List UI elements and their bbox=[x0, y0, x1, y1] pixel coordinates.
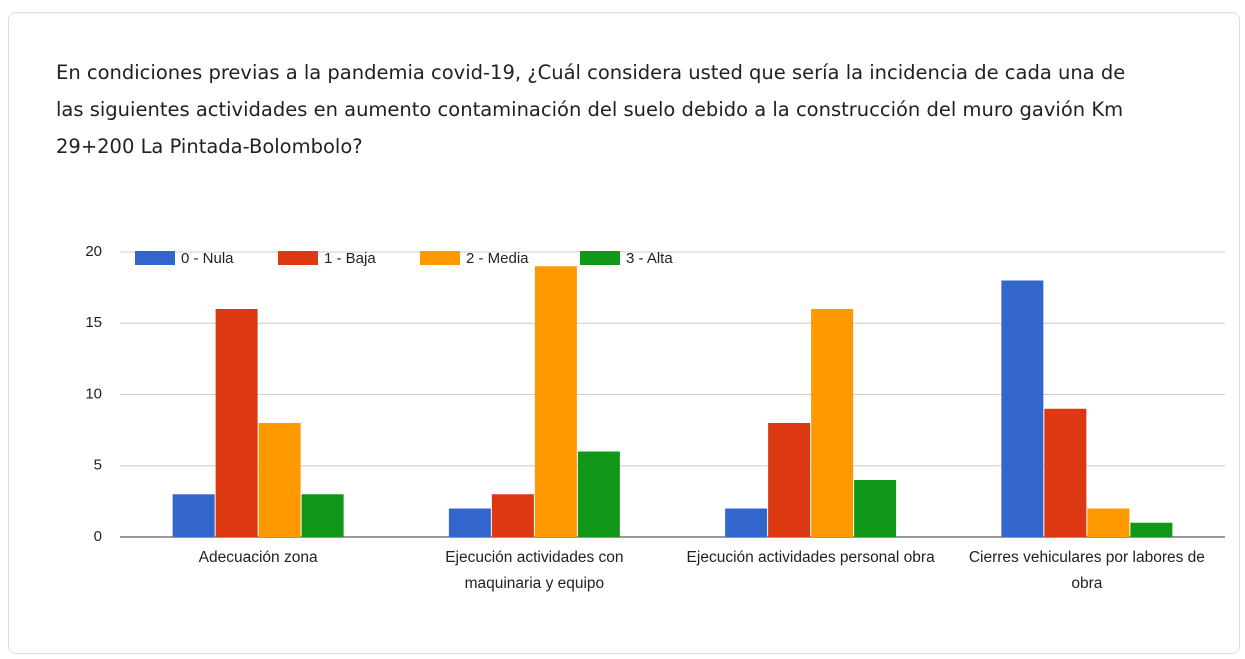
legend-label: 2 - Media bbox=[466, 250, 529, 267]
bar bbox=[768, 423, 811, 537]
card bbox=[8, 12, 1240, 654]
x-tick-label: Cierres vehiculares por labores de obra bbox=[968, 549, 1205, 592]
y-tick-label: 5 bbox=[94, 457, 102, 474]
bar bbox=[215, 309, 258, 537]
bar bbox=[1044, 408, 1087, 537]
legend-label: 1 - Baja bbox=[324, 250, 376, 267]
legend-swatch bbox=[420, 251, 460, 265]
chart-title: En condiciones previas a la pandemia cov… bbox=[56, 61, 1126, 158]
bar bbox=[448, 508, 491, 537]
legend-swatch bbox=[580, 251, 620, 265]
bar bbox=[534, 266, 577, 537]
bar bbox=[1130, 522, 1173, 537]
y-tick-label: 20 bbox=[85, 243, 102, 260]
legend-label: 3 - Alta bbox=[626, 250, 673, 267]
y-tick-label: 10 bbox=[85, 385, 102, 402]
bar bbox=[301, 494, 344, 537]
legend-label: 0 - Nula bbox=[181, 250, 234, 267]
bar bbox=[725, 508, 768, 537]
bar bbox=[854, 480, 897, 537]
y-tick-label: 15 bbox=[85, 314, 102, 331]
x-tick-label: Ejecución actividades con maquinaria y e… bbox=[445, 549, 624, 592]
bar bbox=[172, 494, 215, 537]
legend-swatch bbox=[278, 251, 318, 265]
bar bbox=[811, 309, 854, 537]
x-tick-label: Adecuación zona bbox=[198, 549, 318, 566]
x-tick-label: Ejecución actividades personal obra bbox=[686, 549, 935, 566]
bar bbox=[491, 494, 534, 537]
bar bbox=[577, 451, 620, 537]
y-tick-label: 0 bbox=[94, 528, 102, 545]
bar bbox=[1087, 508, 1130, 537]
bar bbox=[258, 423, 301, 537]
bar bbox=[1001, 280, 1044, 537]
legend-swatch bbox=[135, 251, 175, 265]
